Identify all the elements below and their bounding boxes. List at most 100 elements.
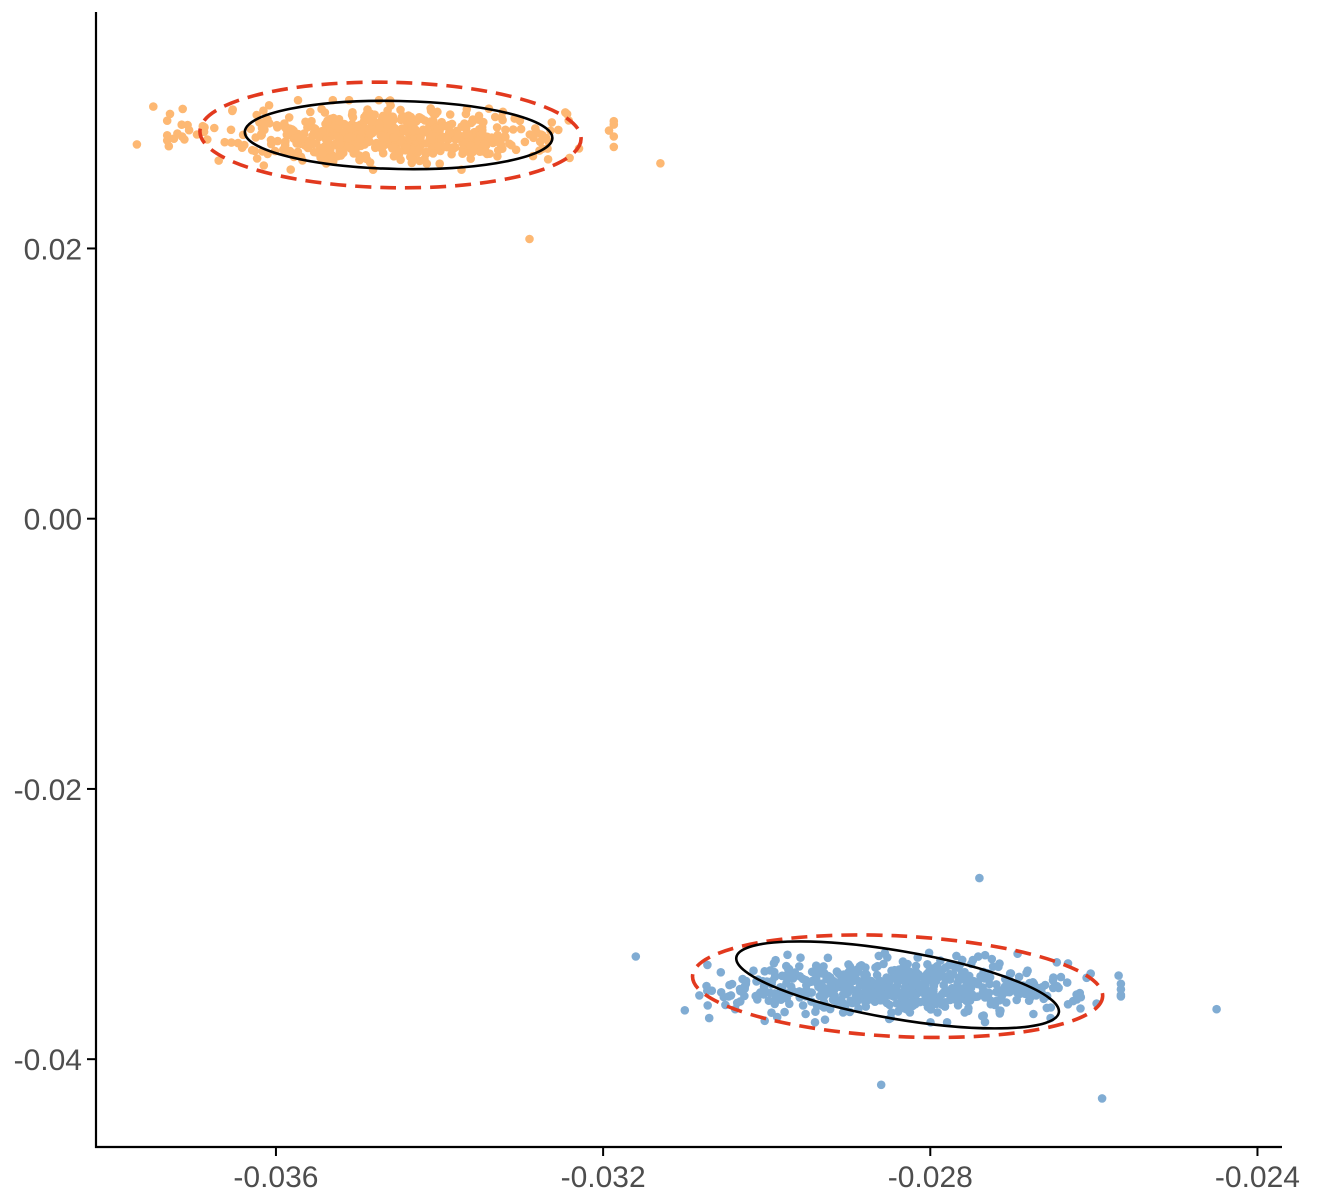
data-point — [1072, 995, 1082, 1004]
data-point — [876, 996, 885, 1005]
data-point — [1022, 968, 1031, 978]
data-point — [980, 974, 989, 983]
outlier-point — [1097, 1094, 1107, 1103]
data-point — [782, 994, 792, 1003]
data-point — [380, 132, 389, 142]
data-point — [887, 966, 896, 976]
data-point — [445, 110, 455, 119]
data-point — [501, 125, 510, 135]
data-point — [326, 145, 335, 154]
data-point — [505, 139, 514, 148]
data-point — [863, 995, 873, 1005]
data-point — [912, 968, 921, 977]
data-point — [900, 982, 910, 992]
y-tick-label: 0.02 — [24, 233, 82, 266]
data-point — [915, 984, 924, 993]
data-point — [210, 123, 219, 133]
data-point — [361, 151, 371, 160]
data-point — [516, 124, 526, 134]
data-point — [801, 1009, 810, 1019]
data-point — [227, 138, 236, 147]
data-point — [383, 106, 392, 115]
data-point — [911, 999, 920, 1009]
data-point — [273, 136, 283, 146]
data-point — [772, 993, 781, 1003]
data-point — [987, 954, 997, 964]
data-point — [716, 968, 726, 977]
data-point — [487, 133, 497, 142]
data-point — [478, 129, 487, 138]
data-point — [771, 955, 780, 965]
data-point — [356, 134, 365, 143]
data-point — [883, 983, 892, 993]
x-tick-label: -0.036 — [233, 1161, 318, 1194]
data-point — [703, 1001, 712, 1010]
data-point — [433, 124, 443, 133]
data-point — [493, 152, 502, 161]
data-point — [301, 117, 310, 127]
data-point — [795, 987, 804, 996]
data-point — [835, 978, 845, 988]
data-point — [930, 970, 939, 979]
data-point — [725, 980, 734, 990]
data-point — [259, 119, 269, 128]
data-point — [988, 962, 998, 971]
data-point — [266, 135, 276, 145]
data-point — [978, 988, 988, 997]
data-point — [741, 976, 751, 986]
data-point — [200, 123, 209, 132]
data-point — [401, 143, 411, 152]
data-point — [985, 979, 994, 989]
data-point — [226, 125, 236, 135]
points-layer — [132, 95, 1221, 1103]
data-point — [458, 148, 468, 157]
data-point — [323, 136, 333, 145]
outlier-point — [132, 140, 142, 149]
data-point — [951, 962, 960, 971]
data-point — [377, 141, 387, 150]
series-1-outer-ellipse — [198, 80, 583, 190]
data-point — [406, 152, 415, 162]
data-point — [889, 983, 899, 993]
data-point — [180, 135, 189, 144]
data-point — [466, 154, 476, 163]
data-point — [415, 113, 425, 122]
data-point — [482, 149, 492, 159]
data-point — [465, 141, 475, 150]
data-point — [941, 972, 950, 982]
data-point — [680, 1006, 690, 1015]
data-point — [1063, 1000, 1073, 1009]
axes — [94, 12, 1282, 1149]
data-point — [1028, 978, 1038, 987]
data-point — [365, 158, 375, 167]
x-tick-label: -0.028 — [888, 1161, 973, 1194]
data-point — [834, 969, 843, 979]
data-point — [164, 141, 174, 151]
data-point — [250, 146, 259, 156]
data-point — [1012, 995, 1021, 1005]
data-point — [795, 962, 804, 971]
data-point — [1037, 982, 1047, 992]
data-point — [828, 995, 838, 1005]
data-point — [320, 108, 330, 117]
data-point — [820, 1015, 830, 1024]
data-point — [348, 108, 357, 117]
data-point — [921, 979, 930, 989]
data-point — [825, 983, 835, 992]
data-point — [169, 134, 179, 143]
data-point — [978, 1011, 987, 1021]
data-point — [887, 991, 896, 1000]
data-point — [787, 969, 797, 978]
data-point — [292, 138, 302, 147]
series-2-points — [631, 873, 1221, 1103]
data-point — [367, 117, 376, 126]
data-point — [1029, 1009, 1038, 1019]
y-tick-label: -0.02 — [14, 774, 82, 807]
data-point — [343, 133, 353, 143]
data-point — [237, 143, 247, 152]
data-point — [399, 126, 409, 135]
data-point — [252, 154, 262, 163]
data-point — [926, 990, 936, 999]
data-point — [454, 131, 463, 141]
